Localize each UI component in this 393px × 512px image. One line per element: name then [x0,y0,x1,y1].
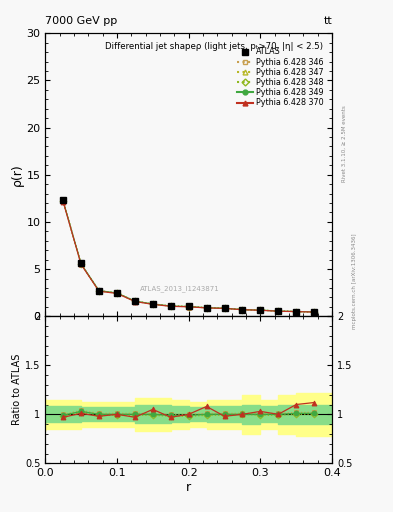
Text: Differential jet shapeρ (light jets, pₜ>70, |η| < 2.5): Differential jet shapeρ (light jets, pₜ>… [105,42,323,51]
Text: tt: tt [323,15,332,26]
Text: ATLAS_2013_I1243871: ATLAS_2013_I1243871 [140,285,220,292]
Text: Rivet 3.1.10, ≥ 2.5M events: Rivet 3.1.10, ≥ 2.5M events [342,105,347,182]
Y-axis label: Ratio to ATLAS: Ratio to ATLAS [12,354,22,425]
Legend: ATLAS, Pythia 6.428 346, Pythia 6.428 347, Pythia 6.428 348, Pythia 6.428 349, P: ATLAS, Pythia 6.428 346, Pythia 6.428 34… [235,46,325,109]
Text: mcplots.cern.ch [arXiv:1306.3436]: mcplots.cern.ch [arXiv:1306.3436] [352,234,357,329]
X-axis label: r: r [186,481,191,494]
Text: 7000 GeV pp: 7000 GeV pp [45,15,118,26]
Y-axis label: ρ(r): ρ(r) [11,163,24,186]
